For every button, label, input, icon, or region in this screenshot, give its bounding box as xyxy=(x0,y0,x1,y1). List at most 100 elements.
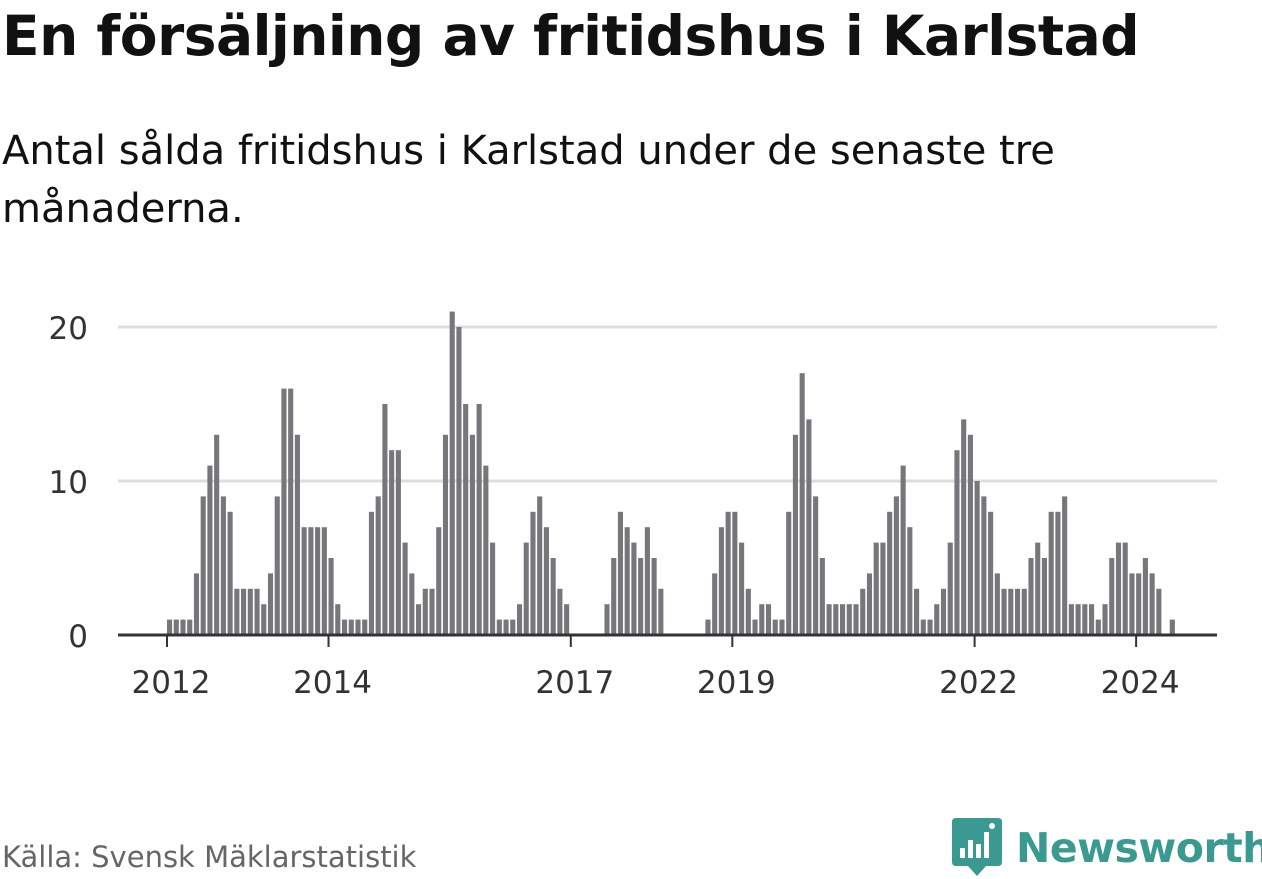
bar xyxy=(382,404,388,635)
bar xyxy=(1149,573,1155,635)
bar xyxy=(1095,619,1101,635)
bar xyxy=(173,619,179,635)
bar xyxy=(241,588,247,635)
x-tick-label: 2019 xyxy=(697,665,776,701)
bar xyxy=(187,619,193,635)
bar xyxy=(288,388,294,635)
bar xyxy=(1102,604,1108,635)
bar xyxy=(718,527,724,635)
bar xyxy=(900,465,906,635)
bar xyxy=(1142,558,1148,635)
bar xyxy=(914,588,920,635)
bar xyxy=(234,588,240,635)
bar xyxy=(220,496,226,635)
bar xyxy=(321,527,327,635)
bar xyxy=(362,619,368,635)
bar xyxy=(1055,511,1061,635)
bar xyxy=(833,604,839,635)
bar xyxy=(947,542,953,635)
bar xyxy=(308,527,314,635)
x-tick-label: 2014 xyxy=(293,665,372,701)
bar xyxy=(261,604,267,635)
bar xyxy=(981,496,987,635)
bar xyxy=(200,496,206,635)
bar xyxy=(335,604,341,635)
bar xyxy=(786,511,792,635)
bar xyxy=(739,542,745,635)
bar xyxy=(1014,588,1021,635)
bar xyxy=(409,573,415,635)
bar xyxy=(1041,558,1047,635)
bar xyxy=(705,619,711,635)
bar xyxy=(328,558,334,635)
newsworthy-logo-icon xyxy=(952,818,1002,876)
bar xyxy=(1089,604,1095,635)
bar xyxy=(429,588,435,635)
bar xyxy=(1122,542,1128,635)
bar xyxy=(1075,604,1081,635)
bar xyxy=(557,588,563,635)
x-tick-label: 2022 xyxy=(939,665,1018,701)
bar xyxy=(564,604,570,635)
bar xyxy=(806,419,812,635)
bar xyxy=(214,434,220,635)
bar xyxy=(348,619,354,635)
bar xyxy=(866,573,873,635)
bar xyxy=(988,511,994,635)
bar xyxy=(281,388,287,635)
bar xyxy=(826,604,832,635)
bar xyxy=(1129,573,1135,635)
highlight-value-label: 1 xyxy=(1169,290,1189,298)
bar xyxy=(254,588,260,635)
bar xyxy=(651,558,657,635)
bar xyxy=(1082,604,1088,635)
bar xyxy=(961,419,967,635)
bar xyxy=(543,527,549,635)
bar xyxy=(967,434,973,635)
bar xyxy=(873,542,879,635)
bar xyxy=(1021,588,1027,635)
bar xyxy=(274,496,280,635)
bar xyxy=(840,604,846,635)
bar xyxy=(765,604,772,635)
bar xyxy=(483,465,489,635)
bar xyxy=(516,604,523,635)
bar xyxy=(779,619,785,635)
bar xyxy=(1109,558,1115,635)
bar xyxy=(611,558,617,635)
bar xyxy=(247,588,253,635)
bar xyxy=(402,542,408,635)
bar xyxy=(442,434,449,635)
bar xyxy=(207,465,213,635)
bar xyxy=(745,588,751,635)
bar xyxy=(927,619,933,635)
bar xyxy=(341,619,348,635)
bar xyxy=(658,588,664,635)
bar xyxy=(449,311,455,635)
bar xyxy=(530,511,536,635)
bar xyxy=(907,527,913,635)
brand-logo: Newsworthy xyxy=(952,818,1262,878)
bar xyxy=(510,619,516,635)
bar-chart: 0 10 20 1 2012 2014 2017 2019 2022 2024 xyxy=(49,290,1217,701)
bar xyxy=(880,542,886,635)
bar xyxy=(436,527,442,635)
bar xyxy=(416,604,422,635)
bar xyxy=(523,542,529,635)
bar xyxy=(752,619,758,635)
bar xyxy=(819,558,825,635)
bar xyxy=(503,619,509,635)
bar xyxy=(301,527,307,635)
bar xyxy=(893,496,899,635)
x-tick-label: 2017 xyxy=(535,665,614,701)
bar xyxy=(725,511,731,635)
bar xyxy=(1115,542,1122,635)
bar xyxy=(1001,588,1007,635)
bar xyxy=(624,527,630,635)
bar xyxy=(167,619,173,635)
bar xyxy=(853,604,859,635)
bar xyxy=(389,450,395,635)
bar xyxy=(759,604,765,635)
bar xyxy=(315,527,321,635)
bar xyxy=(1062,496,1068,635)
